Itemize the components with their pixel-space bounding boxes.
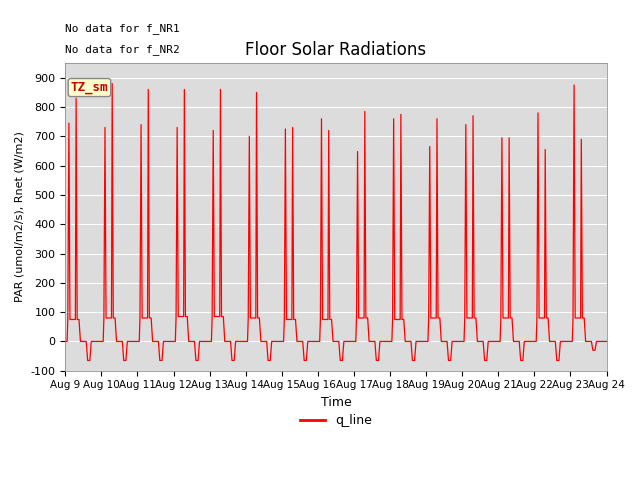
Legend: q_line: q_line: [295, 409, 377, 432]
X-axis label: Time: Time: [321, 396, 351, 409]
Text: No data for f_NR2: No data for f_NR2: [65, 45, 180, 56]
Text: TZ_sm: TZ_sm: [70, 81, 108, 94]
Text: No data for f_NR1: No data for f_NR1: [65, 23, 180, 34]
Y-axis label: PAR (umol/m2/s), Rnet (W/m2): PAR (umol/m2/s), Rnet (W/m2): [15, 132, 25, 302]
Title: Floor Solar Radiations: Floor Solar Radiations: [245, 41, 426, 59]
